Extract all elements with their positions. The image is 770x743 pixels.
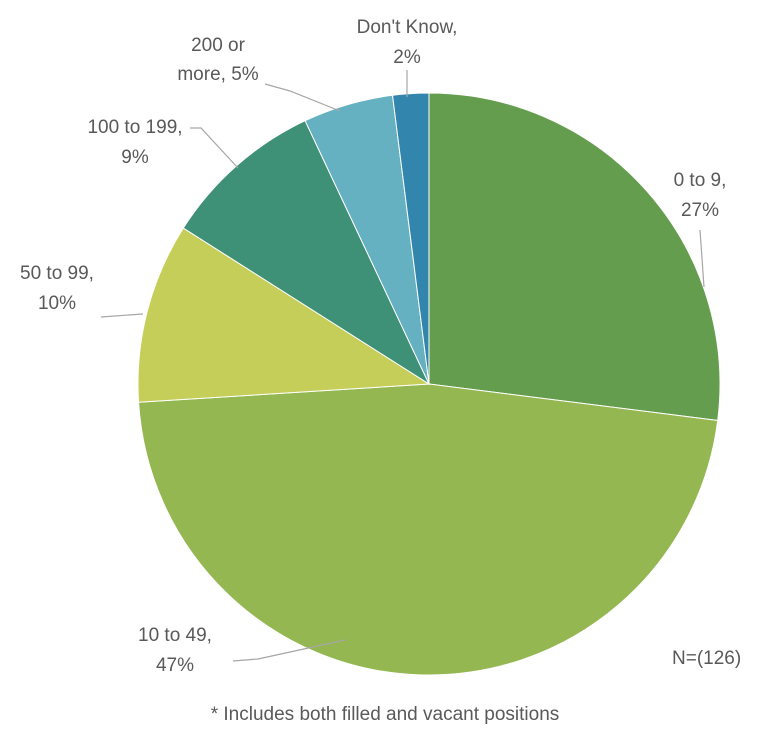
slice-label-1-line1: 0 to 9, <box>674 170 727 191</box>
slice-label-3-line1: 50 to 99, <box>20 263 94 284</box>
leader-line-2 <box>232 639 346 662</box>
slice-label-4-line1: 100 to 199, <box>87 117 182 138</box>
leader-line-4 <box>190 127 239 169</box>
slice-label-2-line2: 47% <box>156 655 194 676</box>
pie-slice-2 <box>138 383 719 676</box>
slice-label-6-line1: Don't Know, <box>357 17 458 38</box>
footnote: * Includes both filled and vacant positi… <box>210 704 560 725</box>
slice-label-2-line1: 10 to 49, <box>138 625 212 646</box>
slice-label-5-line1: 200 or <box>191 35 246 56</box>
pie-slice-6 <box>391 92 430 385</box>
leader-line-3 <box>100 313 144 318</box>
leader-line-1 <box>699 229 705 288</box>
slice-label-3-line2: 10% <box>38 293 76 314</box>
slice-label-1-line2: 27% <box>681 200 719 221</box>
leader-line-5 <box>264 83 341 112</box>
sample-size-note: N=(126) <box>672 648 742 669</box>
slice-label-4-line2: 9% <box>121 147 149 168</box>
pie-slice-1 <box>428 92 721 422</box>
slice-label-6-line2: 2% <box>393 47 421 68</box>
pie-slice-3 <box>137 227 431 403</box>
slice-label-5-line2: more, 5% <box>177 64 258 85</box>
